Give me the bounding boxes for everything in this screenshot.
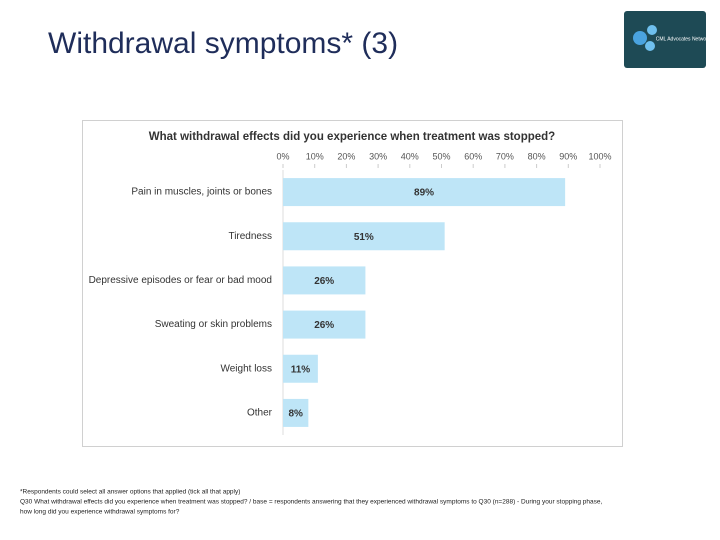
x-tick-label: 10% (306, 151, 324, 161)
bar (283, 266, 366, 295)
data-label: 26% (314, 276, 334, 287)
bar (283, 178, 566, 207)
logo-dot (645, 41, 655, 51)
y-tick-label: Other (247, 408, 273, 419)
slide-title: Withdrawal symptoms* (3) (48, 27, 398, 60)
x-tick-label: 90% (559, 151, 577, 161)
x-tick-label: 0% (276, 151, 289, 161)
chart-title: What withdrawal effects did you experien… (149, 131, 555, 143)
x-tick-label: 30% (369, 151, 387, 161)
data-label: 26% (314, 320, 334, 331)
data-label: 89% (414, 188, 434, 199)
logo-dot (647, 25, 657, 35)
logo-dot (633, 31, 647, 45)
y-tick-label: Depressive episodes or fear or bad mood (89, 275, 272, 286)
footnote: how long did you experience withdrawal s… (20, 509, 180, 516)
footnote: Q30 What withdrawal effects did you expe… (20, 499, 603, 506)
x-tick-label: 60% (464, 151, 482, 161)
y-tick-label: Sweating or skin problems (155, 319, 272, 330)
footnote: *Respondents could select all answer opt… (20, 489, 240, 496)
bar (283, 310, 366, 339)
logo (624, 11, 706, 68)
y-tick-label: Pain in muscles, joints or bones (131, 187, 272, 198)
bar (283, 354, 318, 383)
x-tick-label: 100% (588, 151, 611, 161)
x-tick-label: 70% (496, 151, 514, 161)
data-label: 8% (288, 409, 303, 420)
bar (283, 222, 445, 251)
x-tick-label: 20% (337, 151, 355, 161)
logo-text: CML Advocates Network (656, 36, 711, 42)
bar (283, 398, 309, 427)
y-tick-label: Weight loss (220, 363, 272, 374)
x-tick-label: 40% (401, 151, 419, 161)
data-label: 51% (354, 232, 374, 243)
y-tick-label: Tiredness (228, 231, 272, 242)
data-label: 11% (291, 364, 311, 375)
x-tick-label: 80% (528, 151, 546, 161)
x-tick-label: 50% (432, 151, 450, 161)
